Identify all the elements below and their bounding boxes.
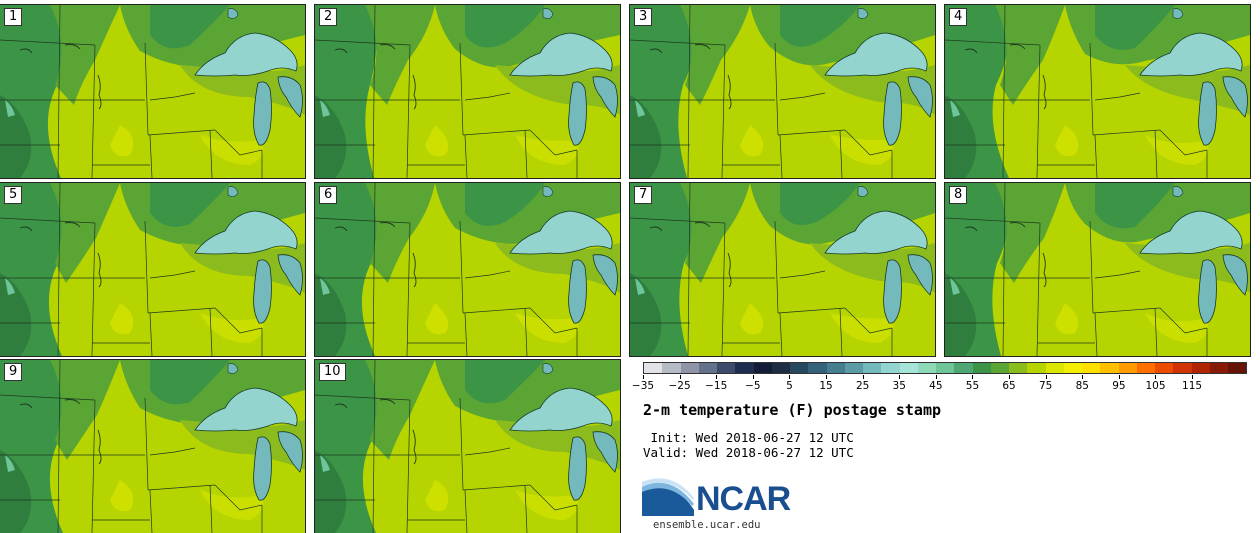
ensemble-member-map: 2 (314, 4, 621, 179)
colorbar-swatch (808, 363, 827, 373)
colorbar-tick-label: 65 (1002, 380, 1016, 392)
colorbar-ticks: −35 −25 −15 −5 5 15 25 35 45 55 65 75 85 95 105 115 (632, 375, 1247, 395)
colorbar-swatch (790, 363, 809, 373)
member-number-label: 9 (4, 363, 23, 381)
colorbar-tick-label: 45 (929, 380, 943, 392)
colorbar-tick-mark (1045, 375, 1047, 379)
colorbar-tick-mark (1155, 375, 1157, 379)
member-number-label: 5 (4, 186, 23, 204)
colorbar-swatch (1155, 363, 1174, 373)
ensemble-member-map: 6 (314, 182, 621, 357)
colorbar-tick-mark (1009, 375, 1011, 379)
colorbar-swatch (644, 363, 663, 373)
colorbar-tick-mark (716, 375, 718, 379)
colorbar-swatch (881, 363, 900, 373)
colorbar-swatch (899, 363, 918, 373)
member-number-label: 1 (4, 8, 23, 26)
colorbar-tick-label: 25 (855, 380, 870, 392)
temperature-colorbar (643, 362, 1247, 374)
colorbar-swatch (1027, 363, 1046, 373)
colorbar-tick-mark (789, 375, 791, 379)
ensemble-member-map: 3 (629, 4, 936, 179)
ensemble-member-map: 4 (944, 4, 1251, 179)
colorbar-swatch (972, 363, 991, 373)
member-number-label: 8 (949, 186, 968, 204)
colorbar-swatch (717, 363, 736, 373)
colorbar-tick-label: 15 (819, 380, 833, 392)
member-number-label: 2 (319, 8, 338, 26)
ncar-logo-icon (642, 478, 694, 516)
colorbar-swatch (1191, 363, 1210, 373)
ensemble-member-map: 7 (629, 182, 936, 357)
ensemble-member-map: 8 (944, 182, 1251, 357)
colorbar-swatch (1228, 363, 1247, 373)
colorbar-swatch (662, 363, 681, 373)
member-number-label: 7 (634, 186, 653, 204)
colorbar-swatch (1136, 363, 1155, 373)
colorbar-tick-label: 55 (965, 380, 980, 392)
colorbar-tick-label: 95 (1112, 380, 1126, 392)
colorbar-swatch (1100, 363, 1119, 373)
colorbar-swatch (936, 363, 955, 373)
colorbar-swatch (771, 363, 790, 373)
colorbar-tick-mark (899, 375, 901, 379)
colorbar-tick-label: −25 (668, 380, 691, 392)
member-number-label: 6 (319, 186, 338, 204)
colorbar-tick-label: −15 (705, 380, 728, 392)
colorbar-tick-label: 35 (892, 380, 906, 392)
ensemble-member-map: 5 (0, 182, 306, 357)
colorbar-swatch (954, 363, 973, 373)
colorbar-tick-mark (826, 375, 828, 379)
colorbar-swatch (735, 363, 754, 373)
colorbar-swatch (1209, 363, 1228, 373)
colorbar-tick-mark (1192, 375, 1194, 379)
colorbar-tick-label: 105 (1145, 380, 1166, 392)
colorbar-tick-label: 5 (786, 380, 793, 392)
member-number-label: 4 (949, 8, 968, 26)
ensemble-member-map: 1 (0, 4, 306, 179)
colorbar-tick-label: −35 (631, 380, 655, 392)
colorbar-swatch (698, 363, 717, 373)
colorbar-tick-mark (1118, 375, 1120, 379)
colorbar-tick-label: −5 (745, 380, 761, 392)
chart-title: 2-m temperature (F) postage stamp (643, 401, 942, 419)
colorbar-tick-mark (972, 375, 974, 379)
colorbar-tick-mark (679, 375, 681, 379)
colorbar-tick-label: 115 (1182, 380, 1203, 392)
colorbar-swatch (1118, 363, 1137, 373)
colorbar-swatch (1045, 363, 1064, 373)
ensemble-member-map: 10 (314, 359, 621, 533)
colorbar-tick-label: 75 (1038, 380, 1053, 392)
member-number-label: 3 (634, 8, 653, 26)
colorbar-swatch (680, 363, 699, 373)
colorbar-swatch (1082, 363, 1101, 373)
colorbar-tick-mark (862, 375, 864, 379)
colorbar-tick-mark (643, 375, 644, 379)
colorbar-tick-mark (1082, 375, 1084, 379)
colorbar-tick-label: 85 (1075, 380, 1089, 392)
colorbar-swatch (863, 363, 882, 373)
colorbar-swatch (753, 363, 772, 373)
colorbar-swatch (826, 363, 845, 373)
init-time: Init: Wed 2018-06-27 12 UTC (643, 430, 854, 445)
colorbar-tick-mark (935, 375, 937, 379)
site-url: ensemble.ucar.edu (653, 519, 761, 531)
colorbar-swatch (1009, 363, 1028, 373)
colorbar-swatch (1063, 363, 1082, 373)
ncar-wordmark: NCAR (696, 480, 791, 518)
colorbar-swatch (917, 363, 936, 373)
colorbar-swatch (1173, 363, 1192, 373)
colorbar-tick-mark (752, 375, 754, 379)
member-number-label: 10 (319, 363, 346, 381)
colorbar-swatch (990, 363, 1009, 373)
valid-time: Valid: Wed 2018-06-27 12 UTC (643, 445, 854, 460)
ensemble-member-map: 9 (0, 359, 306, 533)
colorbar-swatch (844, 363, 863, 373)
